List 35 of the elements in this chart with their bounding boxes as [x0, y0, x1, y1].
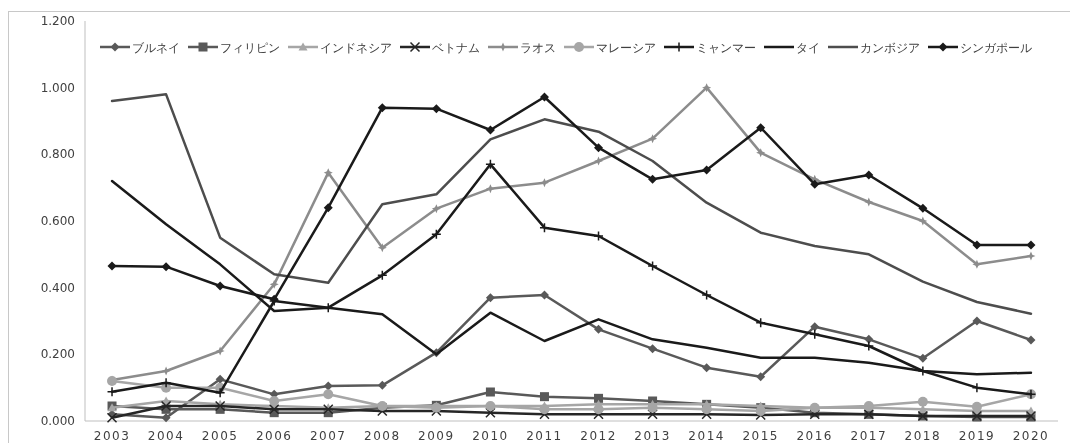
x-tick-label: 2003 — [93, 429, 131, 443]
y-tick-label: 1.000 — [40, 80, 75, 95]
x-tick-label: 2018 — [904, 429, 942, 443]
legend-label: インドネシア — [320, 40, 392, 55]
y-tick-label: 0.600 — [40, 214, 75, 228]
x-tick-label: 2008 — [364, 429, 401, 443]
x-tick-label: 2013 — [634, 429, 671, 443]
x-tick-label: 2011 — [526, 429, 563, 443]
y-tick-label: 0.400 — [40, 280, 75, 295]
x-tick-label: 2006 — [255, 429, 293, 443]
x-tick-label: 2019 — [958, 429, 996, 443]
y-tick-label: 0.800 — [40, 147, 75, 162]
x-tick-label: 2015 — [742, 429, 779, 443]
y-tick-label: 0.000 — [40, 414, 75, 428]
legend-label: マレーシア — [596, 40, 656, 55]
y-tick-label: 1.200 — [40, 14, 75, 28]
legend-label: シンガポール — [960, 40, 1032, 55]
y-tick-label: 0.200 — [40, 347, 75, 362]
legend-label: ミャンマー — [696, 40, 756, 55]
x-tick-label: 2009 — [418, 429, 455, 443]
x-tick-label: 2017 — [850, 429, 888, 443]
x-tick-label: 2004 — [147, 429, 185, 443]
legend-label: ブルネイ — [132, 40, 180, 55]
x-tick-label: 2020 — [1012, 429, 1050, 443]
x-tick-label: 2014 — [688, 429, 725, 443]
legend-label: ベトナム — [432, 40, 480, 55]
legend-label: カンボジア — [860, 40, 920, 55]
x-tick-label: 2016 — [796, 429, 834, 443]
legend-label: ラオス — [520, 40, 556, 55]
x-tick-label: 2010 — [472, 429, 509, 443]
x-tick-label: 2012 — [580, 429, 617, 443]
legend-label: タイ — [796, 40, 820, 55]
x-tick-label: 2005 — [201, 429, 239, 443]
legend-label: フィリピン — [220, 40, 280, 55]
x-tick-label: 2007 — [309, 429, 347, 443]
